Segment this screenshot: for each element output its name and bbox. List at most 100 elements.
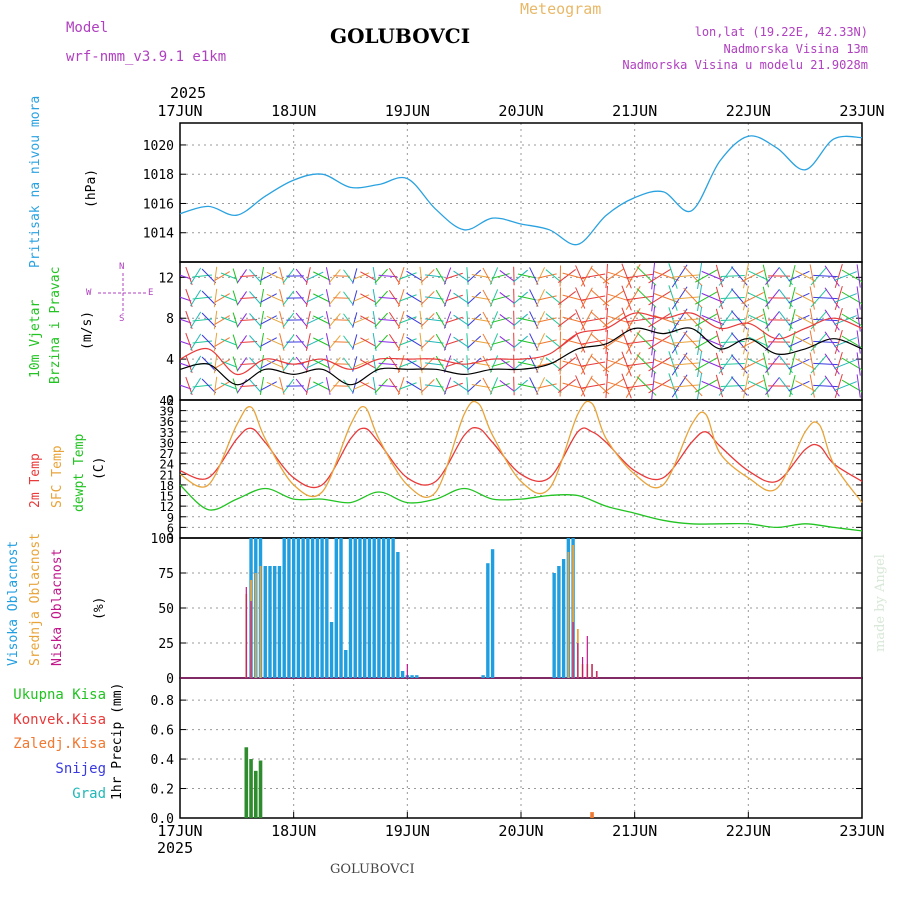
wind-arrow	[535, 311, 546, 329]
wind-arrow	[185, 354, 193, 374]
model-elevation-label: Nadmorska Visina u modelu 21.9028m	[622, 58, 868, 72]
cloud-bar	[552, 573, 556, 678]
wind-arrow	[471, 296, 490, 300]
wind-arrow	[445, 360, 463, 368]
wind-arrow	[305, 333, 311, 351]
wind-arrow	[621, 263, 632, 289]
wind-arrow	[213, 332, 218, 352]
t2m-line	[179, 427, 863, 489]
wind-arrow	[313, 315, 331, 325]
wind-arrow	[788, 358, 810, 370]
wind-arrow	[214, 315, 230, 325]
wind-arrow	[715, 308, 724, 332]
wind-arrow	[648, 378, 672, 394]
cloud-bar	[400, 671, 405, 678]
wind-arrow	[720, 363, 745, 365]
wind-arrow	[535, 289, 546, 307]
wind-arrow	[607, 271, 633, 281]
cloud-bar	[386, 538, 391, 678]
wind-arrow	[343, 379, 354, 393]
wind-arrow	[378, 274, 398, 278]
wind-arrow	[398, 338, 417, 346]
cloud-bar	[415, 675, 419, 678]
wind-arrow	[742, 307, 749, 333]
cloud-bar	[567, 552, 570, 678]
x-tick-label-top: 21JUN	[612, 102, 657, 120]
wind-arrow	[529, 267, 539, 285]
wind-arrow	[762, 352, 769, 376]
cloud-bar	[410, 675, 414, 678]
wind-arrow	[671, 352, 688, 376]
cloud-bar	[273, 566, 277, 678]
wind-arrow	[545, 313, 562, 327]
wind-arrow	[180, 362, 192, 368]
y-tick-label: 0.8	[151, 694, 174, 709]
wind-arrow	[360, 271, 376, 281]
wind-arrow	[190, 311, 202, 329]
wind-arrow	[279, 267, 285, 285]
wind-arrow	[420, 269, 435, 283]
cloud-bar	[586, 636, 588, 678]
wind-arrow	[471, 274, 490, 278]
wind-arrow	[499, 314, 516, 326]
x-tick-label-top: 23JUN	[839, 102, 884, 120]
wind-arrow	[535, 355, 546, 373]
x-tick-label-bottom: 21JUN	[612, 822, 657, 840]
wind-arrow	[671, 330, 688, 354]
wind-arrow	[668, 285, 678, 311]
wind-arrow	[715, 264, 724, 288]
y-tick-label: 0	[166, 394, 174, 409]
cloud-bar	[572, 622, 574, 678]
wind-arrow	[602, 290, 624, 306]
wind-arrow	[214, 381, 230, 391]
wind-arrow	[491, 361, 510, 367]
wind-arrow	[443, 267, 452, 285]
wind-arrow	[249, 379, 262, 393]
wind-arrow	[305, 355, 311, 373]
wind-arrow	[398, 360, 417, 368]
wind-arrow	[266, 271, 284, 281]
cloud-bar	[481, 675, 485, 678]
wind-arrow	[443, 311, 452, 329]
precip-legend-total: Ukupna Kisa	[13, 687, 106, 703]
wind-arrow	[453, 380, 469, 392]
y-tick-label: 21	[160, 468, 174, 482]
wind-arrow	[378, 340, 398, 344]
wind-arrow	[683, 265, 703, 287]
wind-arrow	[621, 285, 632, 311]
wind-arrow	[580, 353, 593, 375]
wind-arrow	[398, 272, 417, 280]
wind-arrow	[683, 331, 703, 353]
wind-arrow	[313, 337, 331, 347]
precip-bar	[590, 812, 594, 818]
wind-arrow	[306, 315, 324, 325]
wind-arrow	[694, 269, 718, 283]
wind-arrow	[232, 378, 239, 394]
wind-arrow	[180, 340, 192, 346]
y-tick-label: 12	[158, 271, 174, 286]
wind-arrow	[602, 312, 624, 328]
wind-arrow	[581, 339, 606, 345]
wind-arrow	[214, 337, 230, 347]
wind-arrow	[220, 294, 237, 302]
wind-arrow	[694, 379, 718, 393]
wind-arrow	[343, 313, 354, 327]
wind-arrow	[856, 374, 861, 398]
wind-arrow	[513, 335, 529, 349]
wind-arrow	[545, 291, 562, 305]
wind-arrow	[557, 291, 576, 305]
wind-arrow	[602, 334, 624, 350]
wind-arrow	[259, 310, 265, 330]
wind-arrow	[834, 263, 843, 289]
wind-arrow	[185, 376, 193, 396]
wind-arrows	[180, 262, 862, 400]
wind-arrow	[190, 289, 202, 307]
wind-arrow	[557, 357, 576, 371]
wind-arrow	[697, 263, 703, 289]
wind-arrow	[715, 352, 724, 376]
wind-arrow	[467, 291, 482, 305]
wind-arrow	[180, 296, 192, 302]
wind-arrow	[513, 291, 529, 305]
wind-arrow	[378, 296, 398, 300]
wind-arrow	[580, 265, 593, 287]
